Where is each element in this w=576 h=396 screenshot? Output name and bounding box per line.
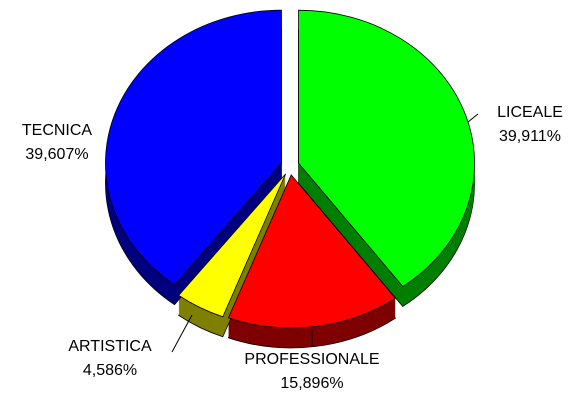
slice-label: PROFESSIONALE: [244, 351, 379, 368]
slice-value-label: 4,586%: [83, 362, 137, 379]
slice-tops: [105, 9, 475, 329]
leader-line: [171, 314, 193, 353]
slice: [105, 9, 282, 286]
slice: [227, 174, 397, 329]
leader-line: [467, 113, 479, 123]
slice: [298, 9, 475, 287]
slice: [178, 173, 286, 318]
slice-label: LICEALE: [497, 104, 563, 121]
slice-label: ARTISTICA: [68, 338, 152, 355]
slice-value-label: 39,607%: [25, 146, 88, 163]
slice-label: TECNICA: [22, 122, 93, 139]
labels: LICEALE 39,911% PROFESSIONALE 15,896% ARTIST…: [22, 104, 563, 392]
slice-value-label: 39,911%: [499, 128, 561, 145]
slice-value-label: 15,896%: [280, 375, 343, 392]
